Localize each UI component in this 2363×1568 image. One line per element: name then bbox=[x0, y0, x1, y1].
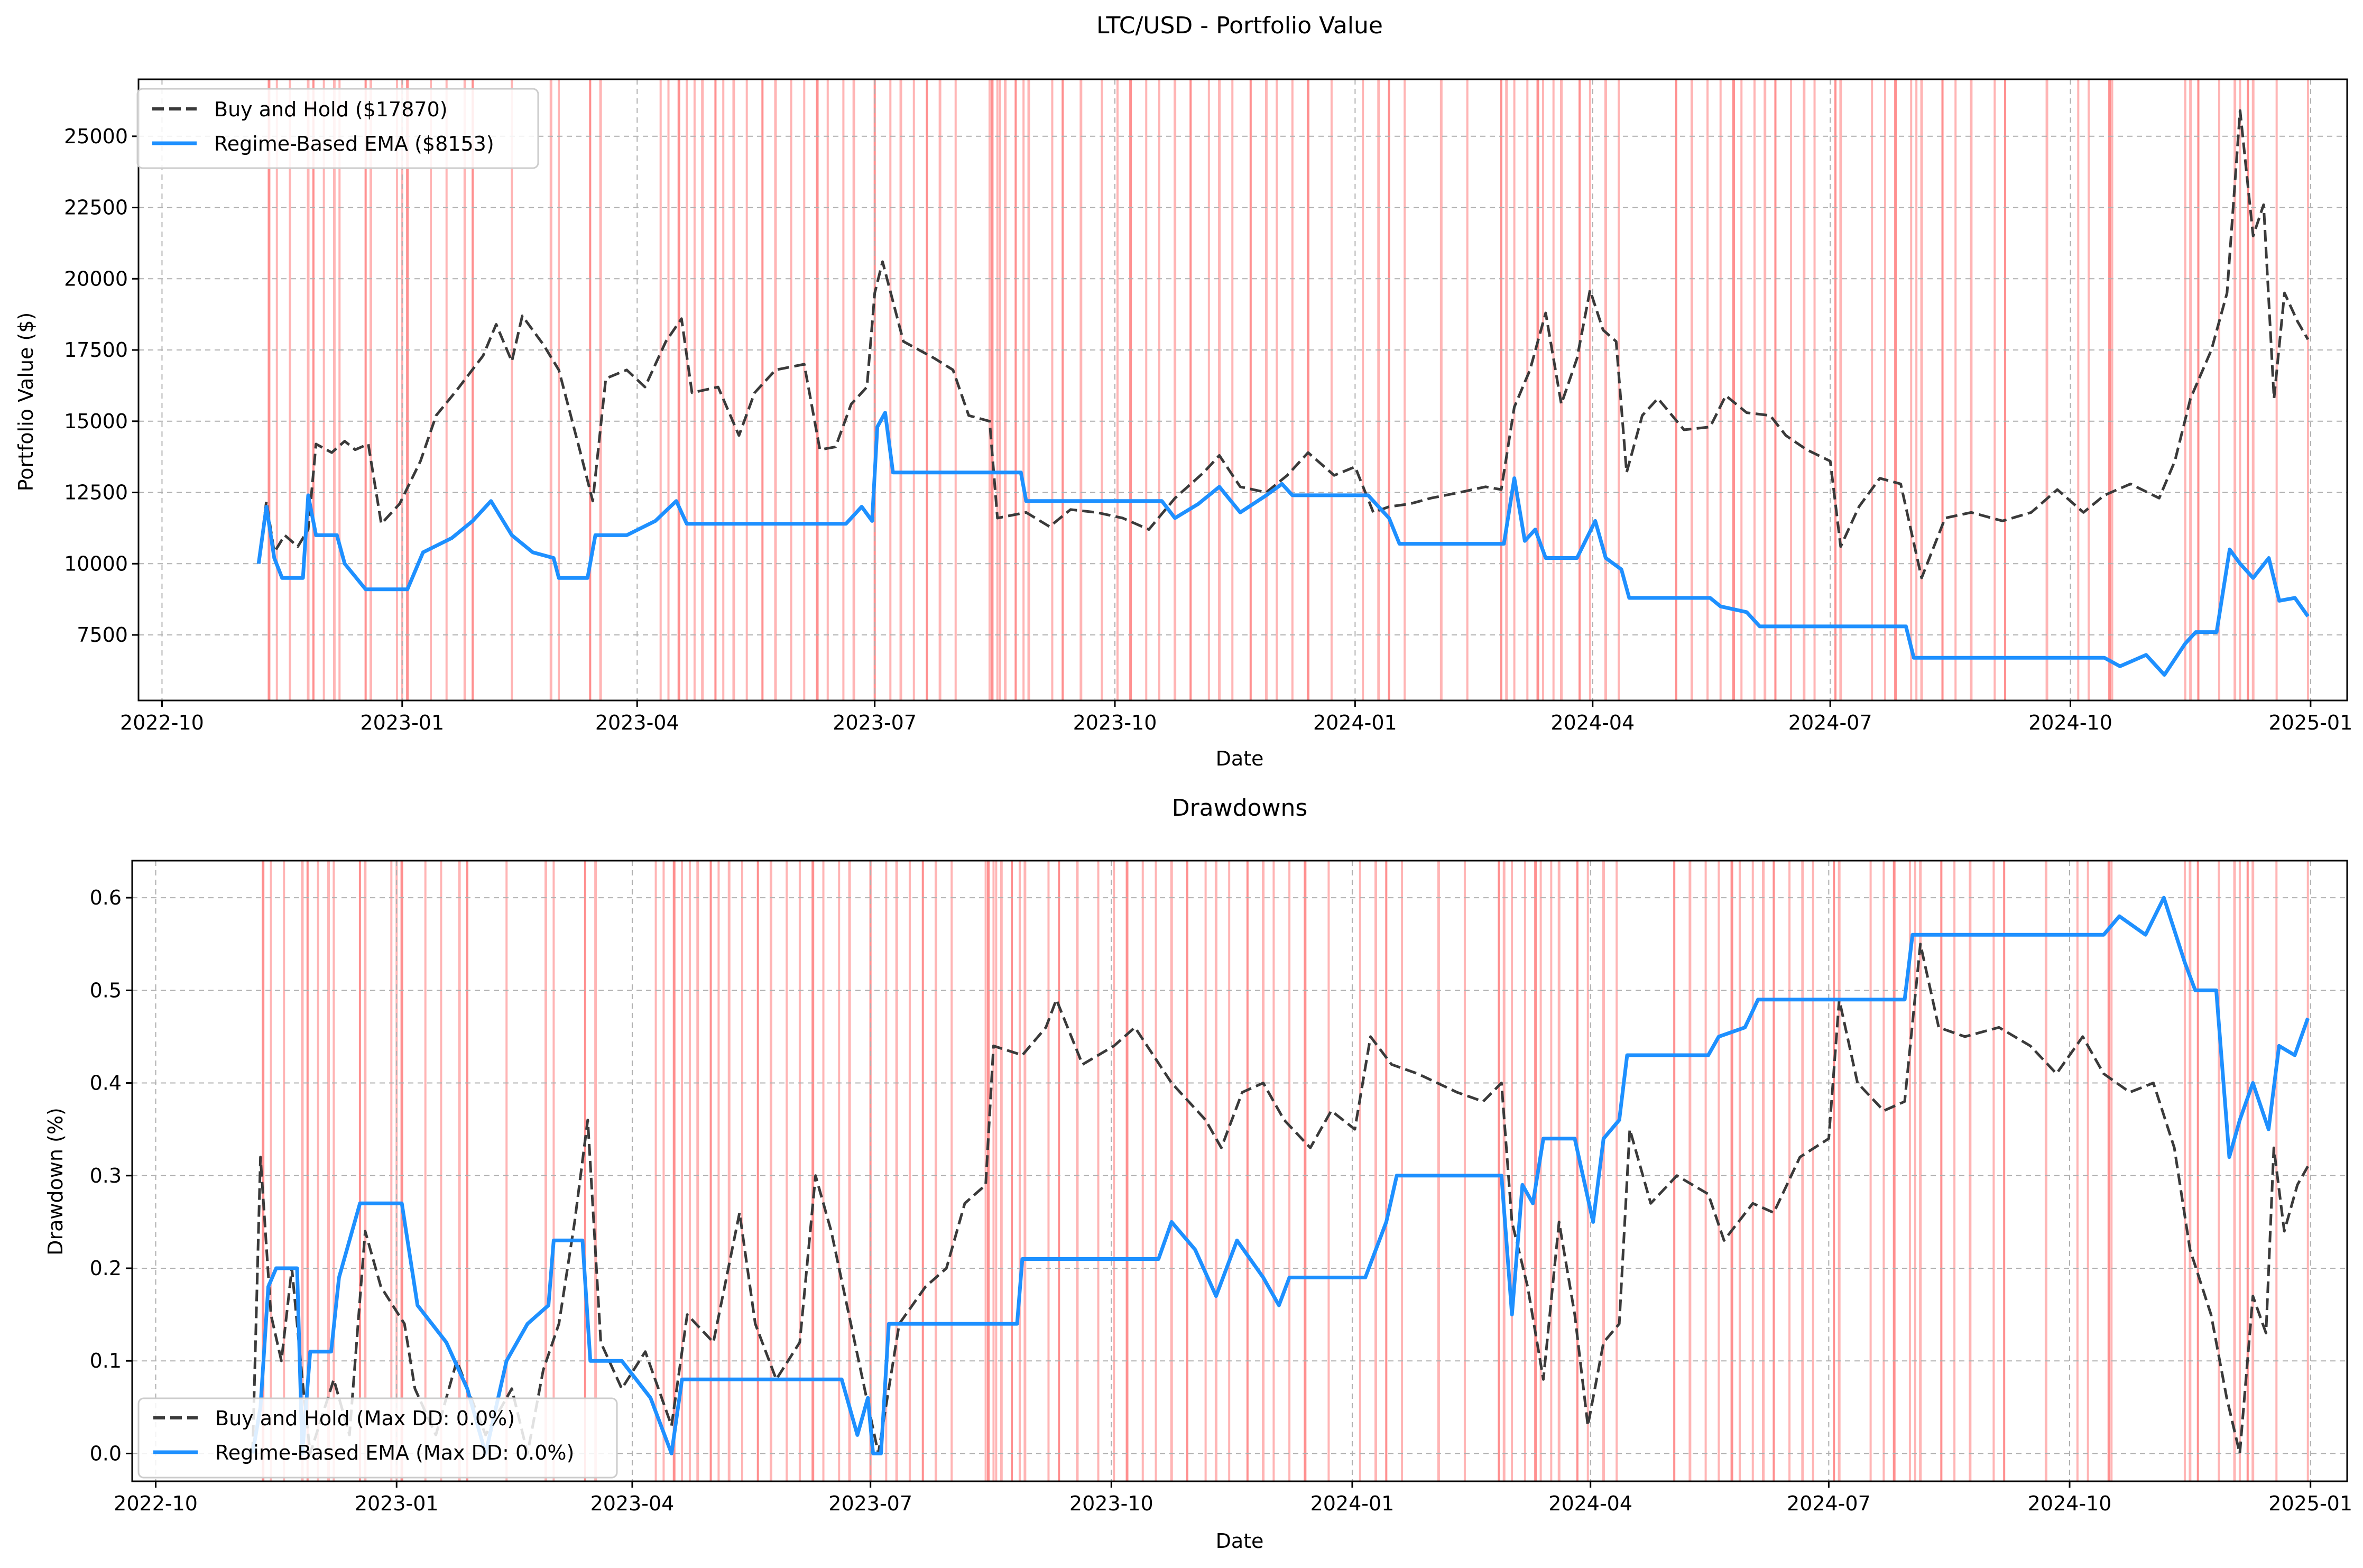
y-axis-label: Drawdown (%) bbox=[44, 1108, 67, 1256]
regime-bands bbox=[267, 79, 2309, 700]
x-tick-label: 2024-07 bbox=[1787, 1492, 1871, 1515]
series-lines bbox=[256, 109, 2310, 677]
x-tick-label: 2024-10 bbox=[2028, 711, 2112, 734]
y-tick-label: 0.5 bbox=[90, 979, 122, 1002]
legend-strategy-label: Regime-Based EMA (Max DD: 0.0%) bbox=[215, 1441, 574, 1464]
y-tick-label: 12500 bbox=[64, 481, 128, 504]
regime-bands bbox=[262, 861, 2309, 1481]
x-tick-label: 2023-07 bbox=[833, 711, 917, 734]
y-tick-label: 0.1 bbox=[90, 1349, 122, 1372]
y-tick-label: 17500 bbox=[64, 338, 128, 362]
x-tick-label: 2023-07 bbox=[828, 1492, 912, 1515]
plot-frame bbox=[137, 78, 2348, 702]
buy-and-hold-line bbox=[257, 109, 2310, 579]
legend-box bbox=[136, 88, 539, 169]
x-tick-label: 2024-07 bbox=[1788, 711, 1872, 734]
grid-lines bbox=[132, 861, 2347, 1481]
drawdowns-title: Drawdowns bbox=[1172, 795, 1308, 822]
y-tick-label: 7500 bbox=[77, 623, 128, 647]
legend-box bbox=[137, 1397, 618, 1479]
legend: Buy and Hold ($17870) Regime-Based EMA (… bbox=[136, 88, 539, 169]
x-tick-label: 2023-04 bbox=[590, 1492, 675, 1515]
y-axis-label: Portfolio Value ($) bbox=[14, 312, 38, 492]
axis-ticks: 2022-10 2023-01 2023-04 2023-07 2023-10 2024-… bbox=[90, 886, 2352, 1515]
x-tick-label: 2023-01 bbox=[360, 711, 444, 734]
portfolio-value-panel: LTC/USD - Portfolio Value 2022-10 2023-01… bbox=[14, 12, 2352, 770]
x-tick-label: 2023-01 bbox=[355, 1492, 439, 1515]
y-tick-label: 15000 bbox=[64, 410, 128, 433]
y-tick-label: 0.4 bbox=[90, 1072, 122, 1095]
x-tick-label: 2022-10 bbox=[120, 711, 204, 734]
axis-ticks: 2022-10 2023-01 2023-04 2023-07 2023-10 2024-… bbox=[64, 125, 2352, 734]
x-tick-label: 2024-04 bbox=[1548, 1492, 1632, 1515]
y-tick-label: 25000 bbox=[64, 125, 128, 148]
x-tick-label: 2023-04 bbox=[595, 711, 679, 734]
y-tick-label: 10000 bbox=[64, 552, 128, 575]
x-tick-label: 2024-01 bbox=[1310, 1492, 1395, 1515]
x-tick-label: 2024-10 bbox=[2028, 1492, 2112, 1515]
grid-lines bbox=[139, 79, 2347, 700]
drawdowns-panel: Drawdowns 2022-10 2023-01 2023-04 2023-07 20… bbox=[44, 795, 2352, 1553]
x-tick-label: 2024-01 bbox=[1313, 711, 1397, 734]
y-tick-label: 0.3 bbox=[90, 1164, 122, 1187]
x-axis-label: Date bbox=[1216, 747, 1264, 770]
x-tick-label: 2022-10 bbox=[114, 1492, 198, 1515]
x-axis-label: Date bbox=[1216, 1529, 1264, 1553]
regime-ema-line bbox=[256, 411, 2310, 677]
y-tick-label: 0.0 bbox=[90, 1442, 122, 1465]
x-tick-label: 2025-01 bbox=[2268, 1492, 2352, 1515]
regime-ema-line bbox=[251, 896, 2310, 1455]
y-tick-label: 22500 bbox=[64, 196, 128, 219]
x-tick-label: 2023-10 bbox=[1069, 1492, 1153, 1515]
y-tick-label: 0.6 bbox=[90, 886, 122, 909]
legend-buy-hold-label: Buy and Hold (Max DD: 0.0%) bbox=[215, 1407, 515, 1430]
y-tick-label: 0.2 bbox=[90, 1257, 122, 1280]
legend-buy-hold-label: Buy and Hold ($17870) bbox=[214, 98, 448, 121]
y-tick-label: 20000 bbox=[64, 267, 128, 290]
plot-frame bbox=[131, 860, 2348, 1482]
legend-strategy-label: Regime-Based EMA ($8153) bbox=[214, 132, 494, 155]
portfolio-value-title: LTC/USD - Portfolio Value bbox=[1096, 12, 1383, 39]
legend: Buy and Hold (Max DD: 0.0%) Regime-Based… bbox=[137, 1397, 618, 1479]
x-tick-label: 2025-01 bbox=[2268, 711, 2352, 734]
x-tick-label: 2024-04 bbox=[1550, 711, 1635, 734]
x-tick-label: 2023-10 bbox=[1073, 711, 1157, 734]
